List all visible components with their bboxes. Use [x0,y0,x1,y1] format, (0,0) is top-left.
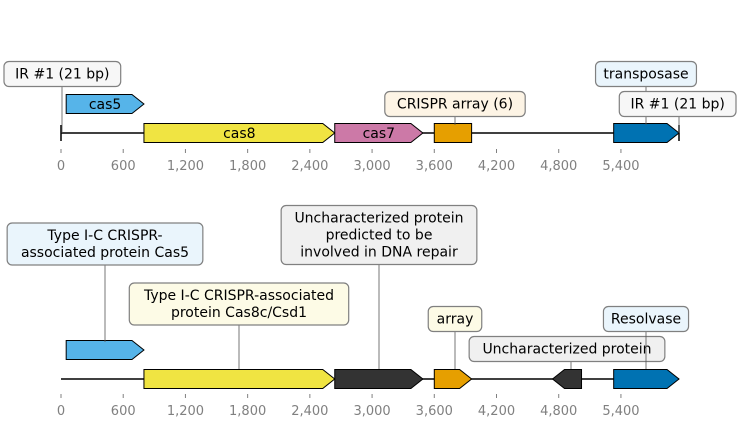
axis-tick-label: 3,000 [353,404,390,419]
track-top: cas5 cas8 cas7 0 600 1,200 1,800 2,400 3,000 3,60… [3,60,737,174]
axis-tick-label: 1,800 [229,159,266,174]
axis-tick-label: 4,200 [478,404,515,419]
axis-tick-label: 4,800 [540,404,577,419]
annotation-text: array [437,312,474,328]
axis-tick-label: 3,600 [416,404,453,419]
axis-tick-label: 5,400 [602,404,639,419]
annotation-box [602,305,690,333]
feature-1-0 [65,340,145,360]
track-bottom: 0 600 1,200 1,800 2,400 3,000 3,600 4,200 4,800 5… [6,204,690,419]
axis-tick-label: 1,800 [229,404,266,419]
annotation-box [618,90,737,118]
axis-tick-label: 4,200 [478,159,515,174]
annotation-text: Uncharacterized protein [482,342,651,358]
gene-cas8-label: cas8 [223,126,255,142]
axis-tick-label: 0 [57,159,65,174]
feature-1-1 [143,369,336,389]
annotation-text: Type I-C CRISPR-associated protein Cas8c/… [143,288,334,321]
annotation-text: Uncharacterized protein predicted to be in… [294,211,463,261]
annotation-text: CRISPR array (6) [397,97,513,113]
annotation-text: Type I-C CRISPR-associated protein Cas5 [21,228,189,261]
axis-tick-label: 600 [111,404,136,419]
annotation-box [384,90,526,118]
feature-1-3 [433,369,473,389]
feature-0-4 [613,123,680,143]
gene-cas5 [65,94,145,114]
axis-tick-label: 0 [57,404,65,419]
annotation-box [594,60,698,88]
feature-1-5 [613,369,680,389]
axis-tick-label: 2,400 [291,404,328,419]
gene-cas7 [334,123,424,143]
axis-tick-label: 3,600 [416,159,453,174]
axis-tick-label: 1,200 [167,159,204,174]
annotation-text: IR #1 (21 bp) [630,97,724,113]
axis-tick-label: 600 [111,159,136,174]
annotation-box [3,60,122,88]
gene-cas5-label: cas5 [89,97,121,113]
axis-tick-label: 1,200 [167,404,204,419]
annotation-text: IR #1 (21 bp) [15,67,109,83]
feature-1-4 [551,369,583,389]
gene-cas8 [143,123,336,143]
annotation-box [427,305,483,333]
annotation-text: Resolvase [611,312,681,328]
axis-tick-label: 5,400 [602,159,639,174]
annotation-text: transposase [603,67,688,83]
annotation-box [128,282,350,326]
axis-tick-label: 4,800 [540,159,577,174]
gene-cas7-label: cas7 [363,126,395,142]
feature-0-3 [433,123,473,143]
axis-tick-label: 3,000 [353,159,390,174]
annotation-box [468,335,666,363]
feature-1-2 [334,369,424,389]
annotation-box [280,204,478,266]
axis-tick-label: 2,400 [291,159,328,174]
annotation-box [6,222,204,266]
